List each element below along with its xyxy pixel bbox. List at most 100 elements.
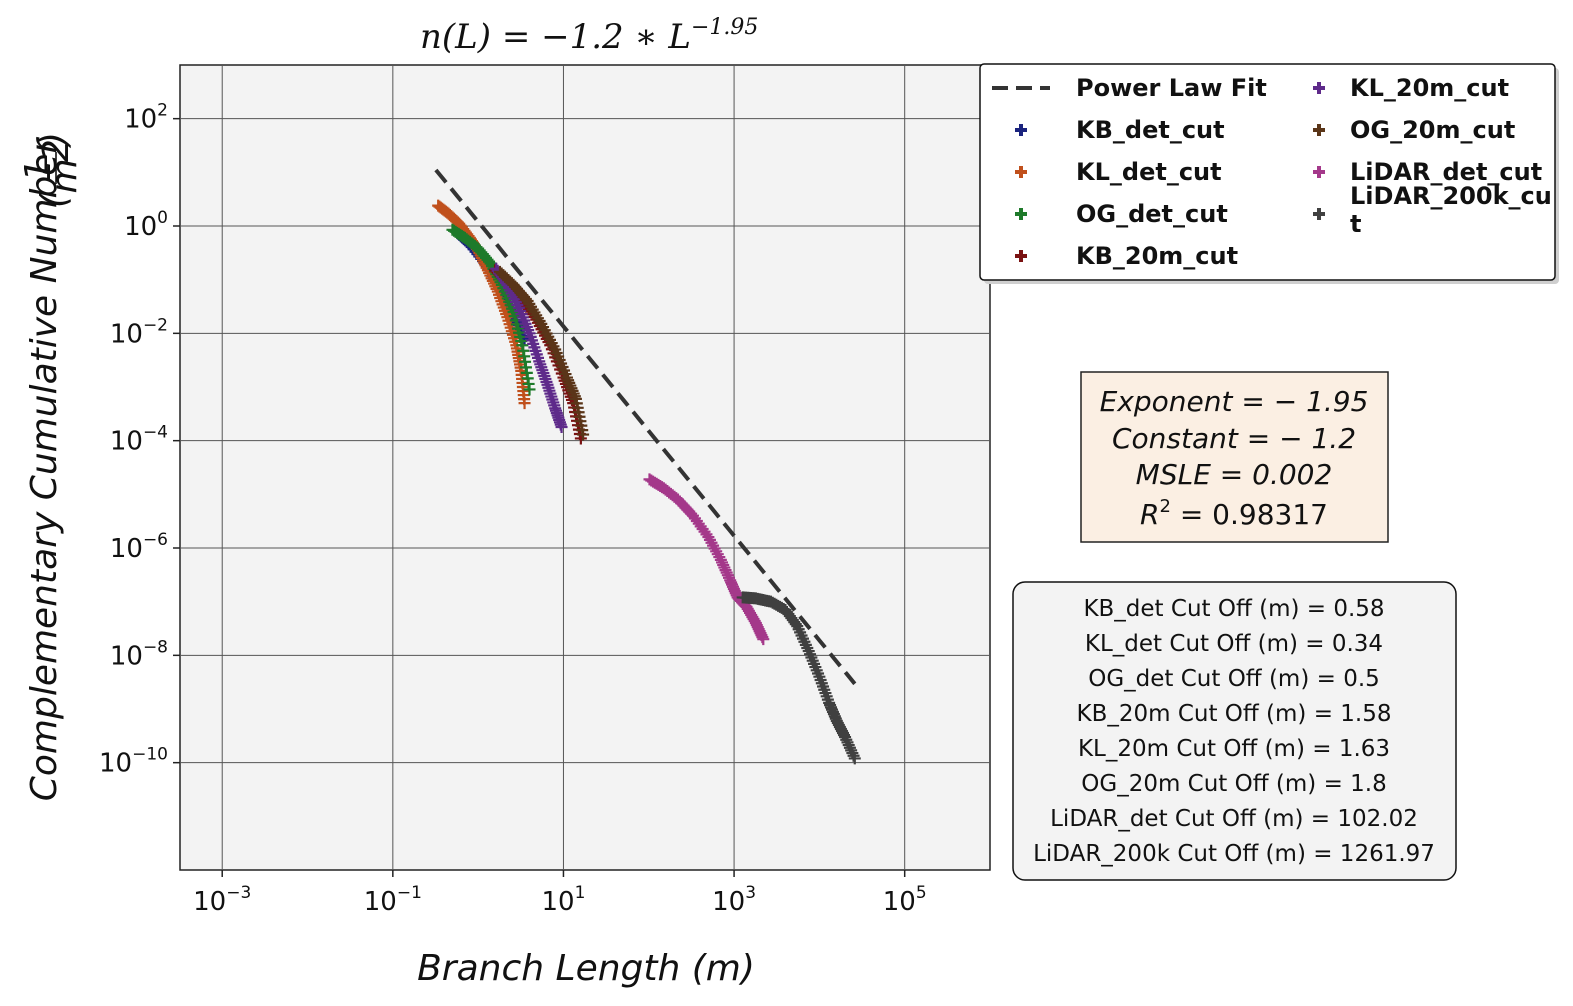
series-LiDAR_det_cut <box>643 473 770 646</box>
power-law-fit-line <box>434 168 857 686</box>
cutoff-line: KB_20m Cut Off (m) = 1.58 <box>1076 701 1391 727</box>
legend-item: LiDAR_det_cut <box>1313 158 1542 186</box>
y-unit-close-paren: ) <box>34 132 75 149</box>
series-LiDAR_200k_cut <box>736 591 861 765</box>
data-point <box>847 749 860 762</box>
x-tick-label: 101 <box>541 883 585 917</box>
stats-constant: Constant = − 1.2 <box>1112 422 1356 455</box>
data-point <box>718 561 731 574</box>
y-tick-label: 102 <box>124 101 168 135</box>
data-point <box>567 387 580 400</box>
y-tick-label: 100 <box>124 208 168 242</box>
stats-exponent: Exponent = − 1.95 <box>1100 385 1369 418</box>
stats-r2: R2 = 0.98317 <box>1140 496 1328 531</box>
data-point <box>560 371 573 384</box>
legend-label: OG_det_cut <box>1076 200 1228 228</box>
data-point <box>565 382 578 395</box>
y-tick-label: 10−2 <box>110 315 168 349</box>
cutoff-line: LiDAR_200k Cut Off (m) = 1261.97 <box>1033 841 1435 867</box>
data-point <box>566 384 579 397</box>
cutoff-line: OG_det Cut Off (m) = 0.5 <box>1088 666 1380 692</box>
data-point <box>555 420 568 433</box>
cutoff-box: KB_det Cut Off (m) = 0.58 KL_det Cut Off … <box>1012 581 1457 881</box>
data-point <box>848 752 861 765</box>
legend-item: Power Law Fit <box>992 74 1267 102</box>
legend-marker <box>1313 124 1325 136</box>
cutoff-line: LiDAR_det Cut Off (m) = 102.02 <box>1050 806 1418 832</box>
legend-items: Power Law Fit KB_det_cut KL_det_cut OG_det_… <box>992 74 1552 270</box>
x-tick-label: 10−1 <box>364 883 422 917</box>
data-point <box>511 298 524 311</box>
grid <box>180 65 990 870</box>
stats-msle: MSLE = 0.002 <box>1136 458 1333 491</box>
data-point <box>508 293 521 306</box>
legend-label: OG_20m_cut <box>1350 116 1515 144</box>
stats-box-frame <box>1080 371 1389 543</box>
x-axis-label: Branch Length (m) <box>417 948 755 989</box>
data-point <box>841 736 854 749</box>
data-point <box>507 290 520 303</box>
cutoff-line: OG_20m Cut Off (m) = 1.8 <box>1081 771 1386 797</box>
legend-frame <box>979 63 1556 281</box>
legend-item: KB_det_cut <box>1015 116 1225 144</box>
legend-label: LiDAR_200k_cu <box>1350 182 1552 210</box>
data-point <box>721 569 734 582</box>
cutoff-line: KL_det Cut Off (m) = 0.34 <box>1085 631 1383 657</box>
series-layer <box>432 199 861 765</box>
data-point <box>577 428 590 441</box>
y-tick-label: 10−10 <box>99 745 168 779</box>
y-unit-numerator: 1 <box>18 159 59 182</box>
legend-marker <box>1313 208 1325 220</box>
legend-item: OG_20m_cut <box>1313 116 1515 144</box>
legend-marker <box>1313 166 1325 178</box>
y-axis-label: Complementary Cumulative Number <box>24 137 65 802</box>
data-point <box>719 564 732 577</box>
y-tick-label: 10−6 <box>110 530 168 564</box>
cutoff-box-frame <box>1012 581 1457 881</box>
data-point <box>843 741 856 754</box>
data-point <box>713 551 726 564</box>
legend-item: KB_20m_cut <box>1015 242 1238 270</box>
legend-item: KL_det_cut <box>1015 158 1222 186</box>
tick-labels: 10−3 10−1 101 103 105 102 100 10−2 10−4 10−6 10−8 1… <box>99 101 927 917</box>
y-unit-denominator: m <box>44 158 85 193</box>
legend: Power Law Fit KB_det_cut KL_det_cut OG_det_… <box>979 63 1559 284</box>
data-point <box>717 559 730 572</box>
y-axis-unit: ( 1 m 2 ) <box>18 132 85 208</box>
x-tick-label: 103 <box>712 883 756 917</box>
data-point <box>484 257 497 270</box>
x-tick-label: 105 <box>883 883 927 917</box>
data-point <box>518 397 531 410</box>
data-point <box>840 733 853 746</box>
legend-marker <box>1313 82 1325 94</box>
y-tick-label: 10−4 <box>110 423 168 457</box>
legend-label: LiDAR_det_cut <box>1350 158 1542 186</box>
data-point <box>523 383 536 396</box>
y-unit-power: 2 <box>36 139 77 162</box>
data-point <box>509 296 522 309</box>
legend-marker <box>1015 166 1027 178</box>
cutoff-line: KL_20m Cut Off (m) = 1.63 <box>1078 736 1390 762</box>
legend-label: t <box>1350 210 1361 238</box>
data-point <box>714 553 727 566</box>
y-unit-open-paren: ( <box>34 192 75 208</box>
legend-item: KL_20m_cut <box>1313 74 1509 102</box>
series-OG_20m_cut <box>493 265 590 441</box>
cutoff-line: KB_det Cut Off (m) = 0.58 <box>1083 596 1384 622</box>
chart-title: n(L) = −1.2 ∗ L−1.95 <box>420 15 758 57</box>
legend-label: KL_20m_cut <box>1350 74 1509 102</box>
x-tick-label: 10−3 <box>193 883 251 917</box>
data-point <box>720 566 733 579</box>
data-point <box>564 379 577 392</box>
cutoff-lines: KB_det Cut Off (m) = 0.58 KL_det Cut Off … <box>1033 596 1435 867</box>
legend-label: KB_det_cut <box>1076 116 1225 144</box>
legend-marker <box>1015 250 1027 262</box>
legend-marker <box>1015 208 1027 220</box>
data-point <box>846 747 859 760</box>
legend-label: KB_20m_cut <box>1076 242 1238 270</box>
legend-label: KL_det_cut <box>1076 158 1222 186</box>
data-point <box>716 556 729 569</box>
data-point <box>842 739 855 752</box>
legend-marker <box>1015 124 1027 136</box>
